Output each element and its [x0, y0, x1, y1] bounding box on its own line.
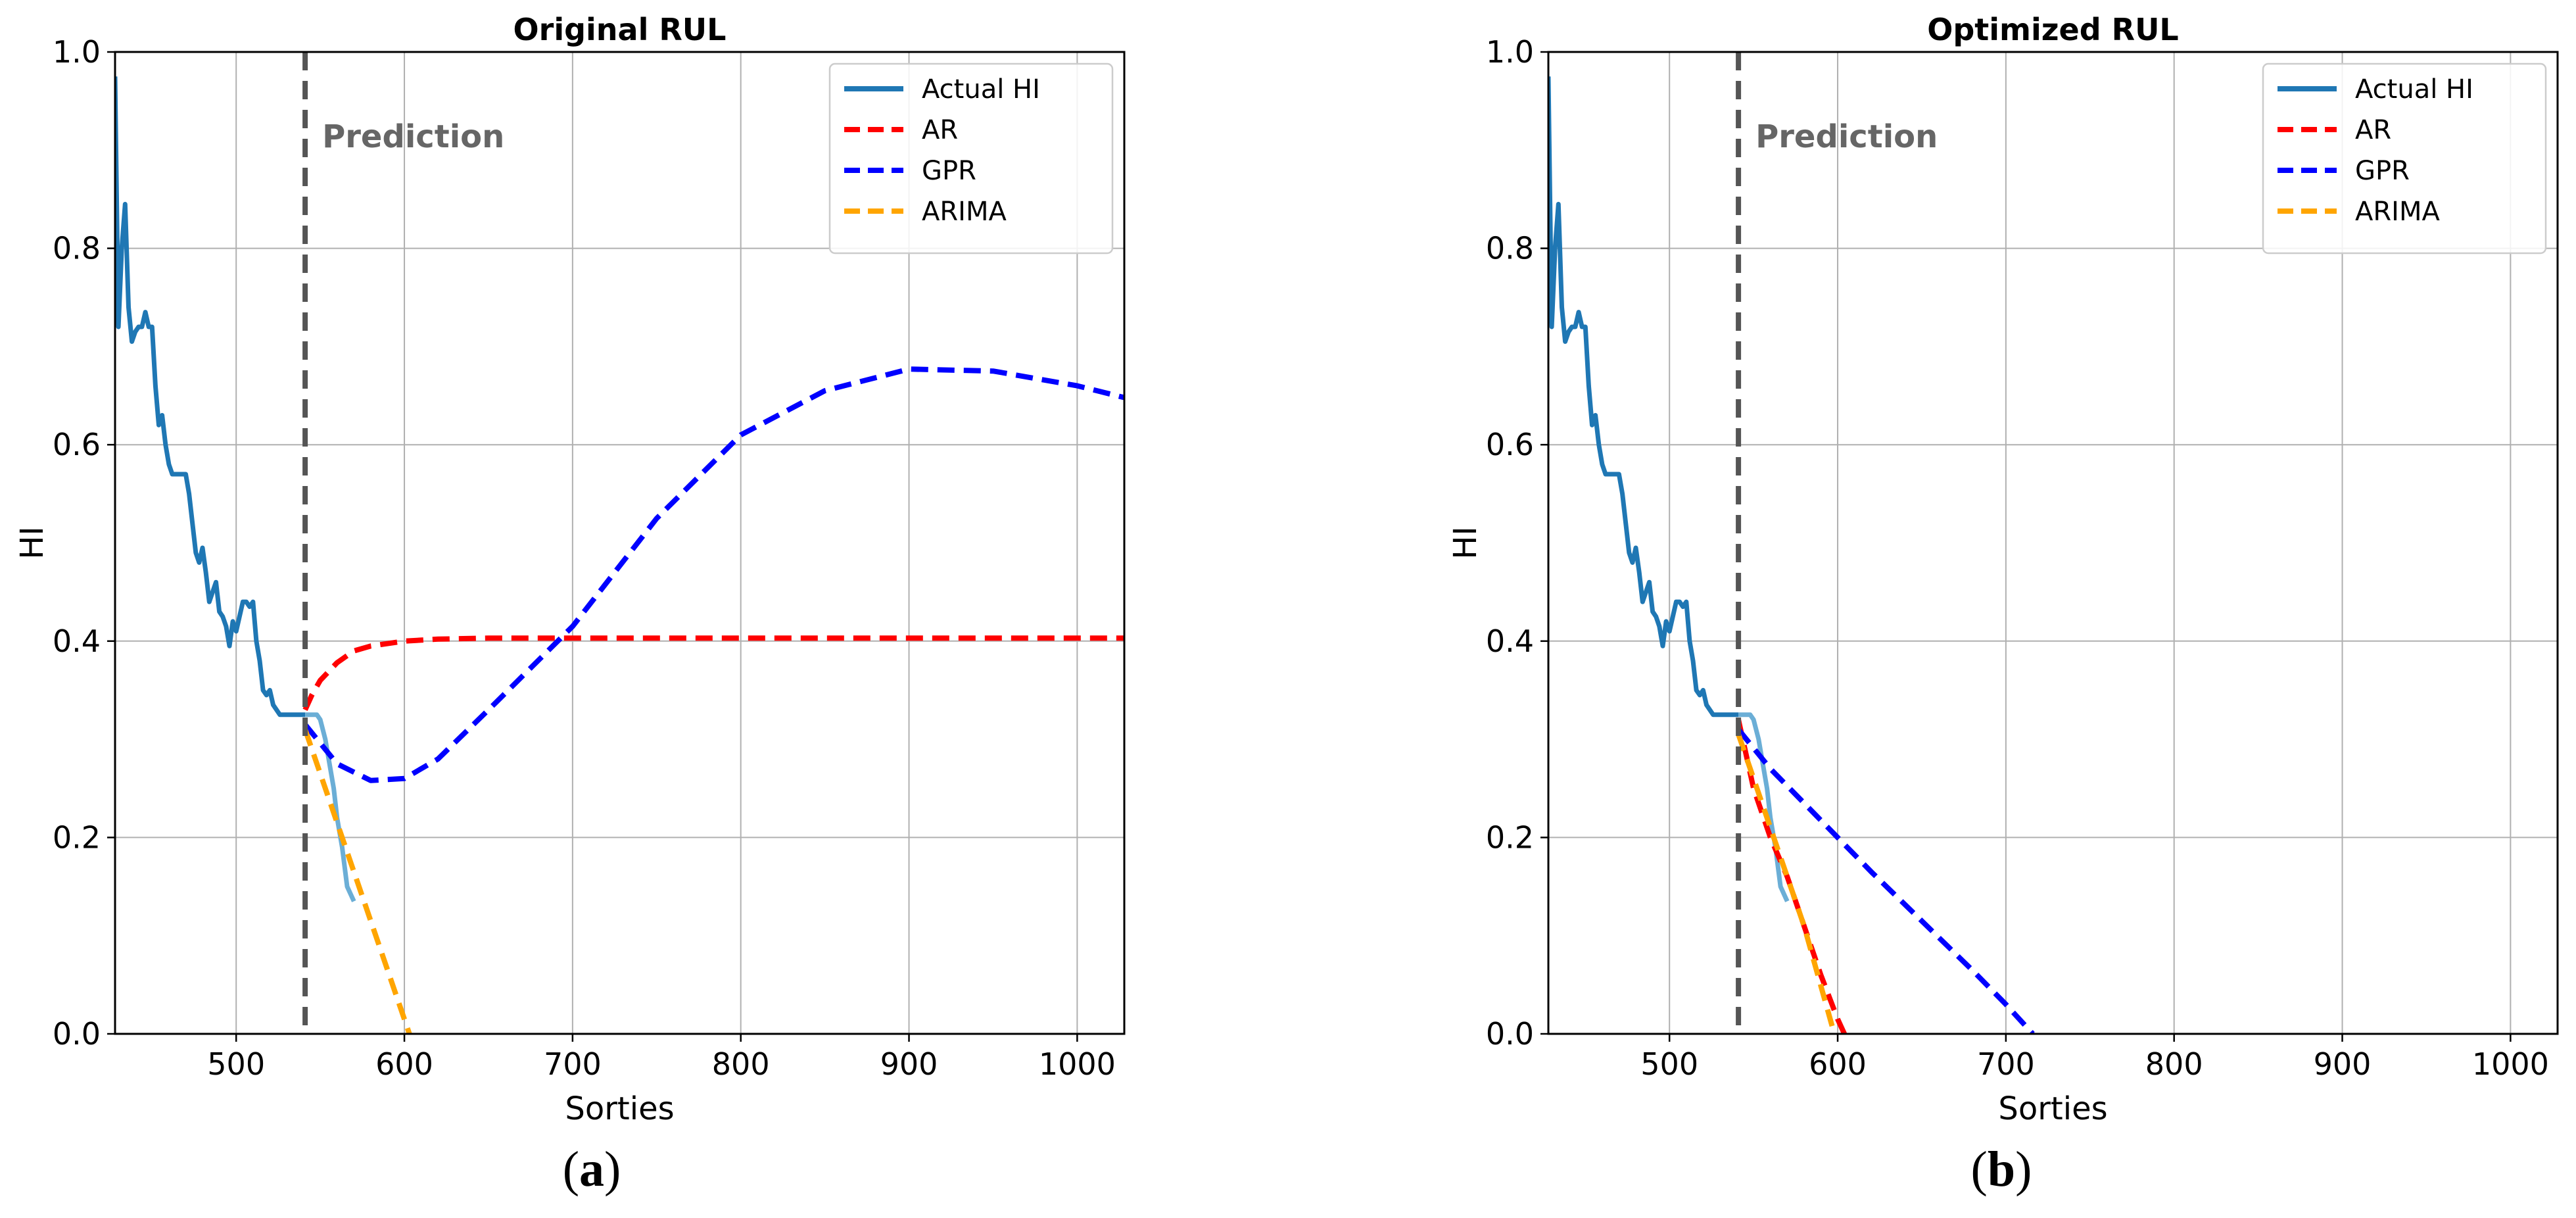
- series-actual-hi: [115, 76, 306, 718]
- axes-frame: [114, 51, 1126, 1035]
- caption-a: (a): [562, 1142, 621, 1197]
- chart-panel-a: 500 600 700 800 900 1000 0.0 0.2 0.4 0.6 0.8 1.0 Pre…: [14, 12, 1126, 1127]
- legend-label: ARIMA: [922, 197, 1007, 227]
- x-tick-label: 600: [1809, 1046, 1867, 1082]
- series-actual-hi-test: [305, 712, 356, 902]
- y-tick-label: 1.0: [1486, 34, 1534, 70]
- x-tick-label: 700: [1977, 1046, 2035, 1082]
- legend-label: AR: [2355, 115, 2391, 145]
- y-tick-label: 0.6: [53, 427, 101, 462]
- chart-title: Original RUL: [513, 12, 727, 47]
- series-arima: [302, 728, 412, 1034]
- x-tick-label: 900: [2314, 1046, 2372, 1082]
- legend-label: GPR: [922, 156, 976, 186]
- plot-area: [115, 76, 1124, 1034]
- caption-a-letter: a: [579, 1142, 604, 1197]
- x-tick-label: 800: [2145, 1046, 2203, 1082]
- y-tick-label: 0.8: [53, 231, 101, 266]
- caption-b-letter: b: [1987, 1142, 2016, 1197]
- y-tick-label: 0.4: [1486, 623, 1534, 659]
- legend-box: [828, 62, 1114, 255]
- legend: Actual HI AR GPR ARIMA: [2262, 62, 2547, 255]
- y-axis-label: HI: [14, 526, 51, 559]
- legend: Actual HI AR GPR ARIMA: [828, 62, 1114, 255]
- y-tick-label: 0.0: [1486, 1016, 1534, 1052]
- y-tick-label: 0.8: [1486, 231, 1534, 266]
- legend-label: ARIMA: [2355, 197, 2440, 227]
- x-tick-label: 1000: [2472, 1046, 2549, 1082]
- x-tick-label: 800: [712, 1046, 770, 1082]
- x-tick-label: 700: [544, 1046, 602, 1082]
- caption-b: (b): [1970, 1142, 2032, 1197]
- legend-label: Actual HI: [922, 74, 1040, 105]
- x-axis-label: Sorties: [1998, 1090, 2107, 1127]
- y-axis-label: HI: [1447, 526, 1484, 559]
- y-tick-label: 0.4: [53, 623, 101, 659]
- prediction-label: Prediction: [322, 118, 504, 155]
- y-tick-label: 0.2: [1486, 819, 1534, 855]
- y-tick-label: 0.0: [53, 1016, 101, 1052]
- y-tick-label: 0.6: [1486, 427, 1534, 462]
- chart-panel-b: 500 600 700 800 900 1000 0.0 0.2 0.4 0.6 0.8 1.0 Pre…: [1447, 12, 2559, 1127]
- y-tick-label: 0.2: [53, 819, 101, 855]
- series-gpr: [1736, 727, 2035, 1034]
- legend-label: AR: [922, 115, 958, 145]
- prediction-label: Prediction: [1755, 118, 1938, 155]
- series-actual-hi: [1548, 76, 1739, 718]
- legend-label: GPR: [2355, 156, 2410, 186]
- x-tick-label: 1000: [1039, 1046, 1116, 1082]
- series-ar: [1736, 719, 1847, 1034]
- series-ar: [302, 635, 1124, 711]
- axes-frame: [1547, 51, 2559, 1035]
- legend-label: Actual HI: [2355, 74, 2473, 105]
- x-tick-label: 900: [880, 1046, 938, 1082]
- series-gpr: [302, 366, 1124, 783]
- chart-title: Optimized RUL: [1927, 12, 2179, 47]
- legend-box: [2262, 62, 2547, 255]
- x-tick-label: 500: [207, 1046, 265, 1082]
- y-tick-label: 1.0: [53, 34, 101, 70]
- x-axis-label: Sorties: [565, 1090, 674, 1127]
- x-tick-label: 500: [1640, 1046, 1698, 1082]
- plot-area: [1548, 76, 2035, 1034]
- x-tick-label: 600: [375, 1046, 433, 1082]
